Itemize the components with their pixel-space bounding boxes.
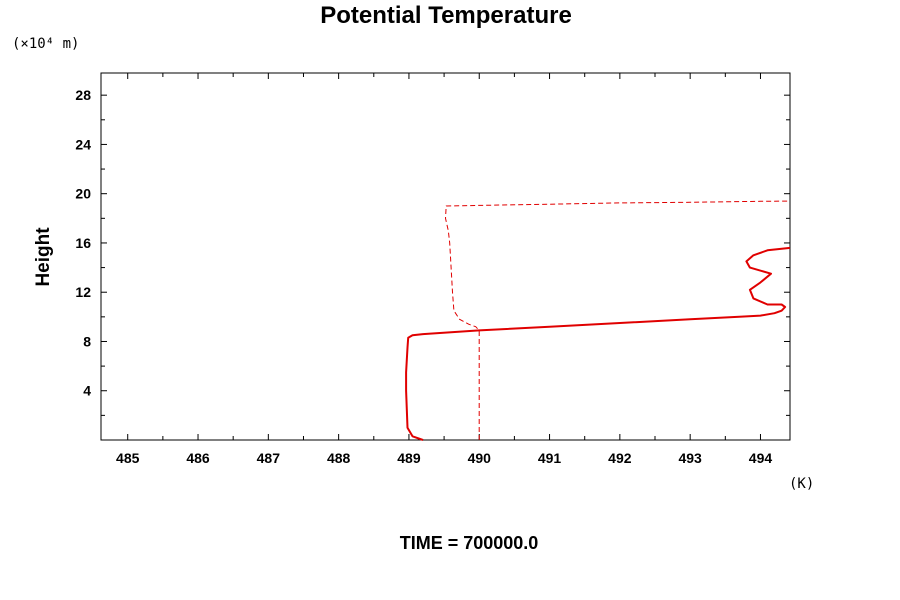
y-axis-label: Height bbox=[33, 227, 54, 287]
x-tick-label: 489 bbox=[397, 450, 421, 466]
x-tick-label: 487 bbox=[257, 450, 281, 466]
x-tick-label: 490 bbox=[468, 450, 492, 466]
y-tick-label: 4 bbox=[83, 383, 91, 399]
series-group bbox=[405, 200, 791, 441]
x-tick-label: 494 bbox=[749, 450, 773, 466]
y-tick-label: 8 bbox=[83, 333, 91, 349]
chart-title: Potential Temperature bbox=[320, 2, 572, 29]
y-tick-label: 16 bbox=[75, 235, 91, 251]
x-tick-label: 493 bbox=[678, 450, 702, 466]
x-ticks: 485 486 487 488 489 490 491 492 493 494 bbox=[116, 73, 772, 466]
plot-frame bbox=[100, 72, 791, 441]
y-unit-label: (×10⁴ m) bbox=[12, 36, 79, 52]
x-tick-label: 488 bbox=[327, 450, 351, 466]
y-ticks: 4 8 12 16 20 24 28 bbox=[75, 87, 790, 416]
y-tick-label: 24 bbox=[75, 136, 91, 152]
x-unit-label: (K) bbox=[789, 476, 814, 492]
time-label: TIME = 700000.0 bbox=[400, 533, 539, 553]
solid-series-line bbox=[405, 246, 791, 441]
x-tick-label: 491 bbox=[538, 450, 562, 466]
x-tick-label: 486 bbox=[186, 450, 210, 466]
y-tick-label: 20 bbox=[75, 186, 91, 202]
x-tick-label: 485 bbox=[116, 450, 140, 466]
y-tick-label: 28 bbox=[75, 87, 91, 103]
x-tick-label: 492 bbox=[608, 450, 632, 466]
y-tick-label: 12 bbox=[75, 284, 91, 300]
dashed-series-line bbox=[445, 200, 791, 440]
